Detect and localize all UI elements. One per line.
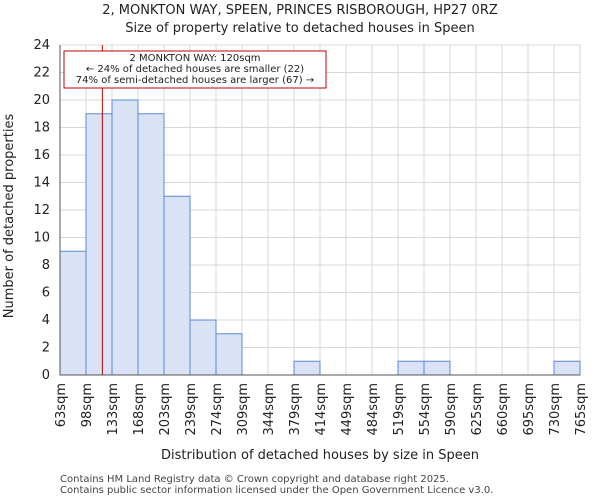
x-tick-label: 554sqm: [418, 383, 433, 436]
bar: [59, 250, 87, 376]
y-tick-label: 4: [42, 313, 50, 328]
axes: [59, 45, 580, 376]
x-tick-label: 379sqm: [288, 383, 303, 436]
y-tick-label: 18: [33, 121, 50, 136]
x-tick-label: 203sqm: [158, 383, 173, 436]
annotation-line-2: ← 24% of detached houses are smaller (22…: [86, 64, 304, 75]
bar: [397, 360, 425, 376]
y-tick-label: 22: [33, 66, 50, 81]
bars: [59, 99, 581, 376]
y-tick-label: 24: [33, 38, 50, 53]
annotation: 2 MONKTON WAY: 120sqm ← 24% of detached …: [63, 50, 327, 89]
bar: [111, 99, 139, 376]
x-tick-label: 765sqm: [574, 383, 589, 436]
x-tick-label: 344sqm: [262, 383, 277, 436]
y-tick-label: 0: [42, 368, 50, 383]
x-tick-label: 309sqm: [236, 383, 251, 436]
y-tick-label: 12: [33, 203, 50, 218]
x-tick-label: 660sqm: [496, 383, 511, 436]
y-tick-label: 8: [42, 258, 50, 273]
x-tick-label: 274sqm: [210, 383, 225, 436]
bar: [137, 113, 165, 376]
bar: [163, 195, 191, 376]
bar: [423, 360, 451, 376]
y-tick-label: 2: [42, 341, 50, 356]
y-tick-label: 6: [42, 286, 50, 301]
x-tick-label: 519sqm: [392, 383, 407, 436]
x-tick-label: 239sqm: [184, 383, 199, 436]
chart-subtitle: Size of property relative to detached ho…: [125, 21, 475, 36]
x-tick-label: 730sqm: [548, 383, 563, 436]
bar: [215, 333, 243, 376]
annotation-box: [63, 50, 327, 89]
annotation-line-1: 2 MONKTON WAY: 120sqm: [129, 53, 260, 64]
x-tick-label: 590sqm: [444, 383, 459, 436]
bar: [189, 319, 217, 376]
y-tick-label: 10: [33, 231, 50, 246]
x-tick-label: 98sqm: [80, 383, 95, 427]
x-tick-label: 414sqm: [314, 383, 329, 436]
annotation-line-3: 74% of semi-detached houses are larger (…: [76, 75, 314, 86]
y-axis-label: Number of detached properties: [2, 114, 17, 319]
x-tick-label: 63sqm: [54, 383, 69, 427]
footer-line-2: Contains public sector information licen…: [60, 485, 494, 496]
x-tick-label: 168sqm: [132, 383, 147, 436]
x-tick-label: 625sqm: [470, 383, 485, 436]
x-tick-label: 449sqm: [340, 383, 355, 436]
x-axis-label: Distribution of detached houses by size …: [161, 448, 479, 463]
bar: [553, 360, 581, 376]
y-tick-label: 20: [33, 93, 50, 108]
x-tick-label: 484sqm: [366, 383, 381, 436]
x-tick-label: 695sqm: [522, 383, 537, 436]
y-tick-label: 16: [33, 148, 50, 163]
footer-line-1: Contains HM Land Registry data © Crown c…: [60, 474, 449, 485]
x-tick-label: 133sqm: [106, 383, 121, 436]
chart-title: 2, MONKTON WAY, SPEEN, PRINCES RISBOROUG…: [102, 3, 498, 18]
y-tick-label: 14: [33, 176, 50, 191]
x-ticks: 63sqm 98sqm 133sqm 168sqm 203sqm 239sqm 274sqm…: [54, 383, 589, 436]
bar: [85, 113, 113, 376]
footer: Contains HM Land Registry data © Crown c…: [60, 474, 493, 496]
bar: [293, 360, 321, 376]
